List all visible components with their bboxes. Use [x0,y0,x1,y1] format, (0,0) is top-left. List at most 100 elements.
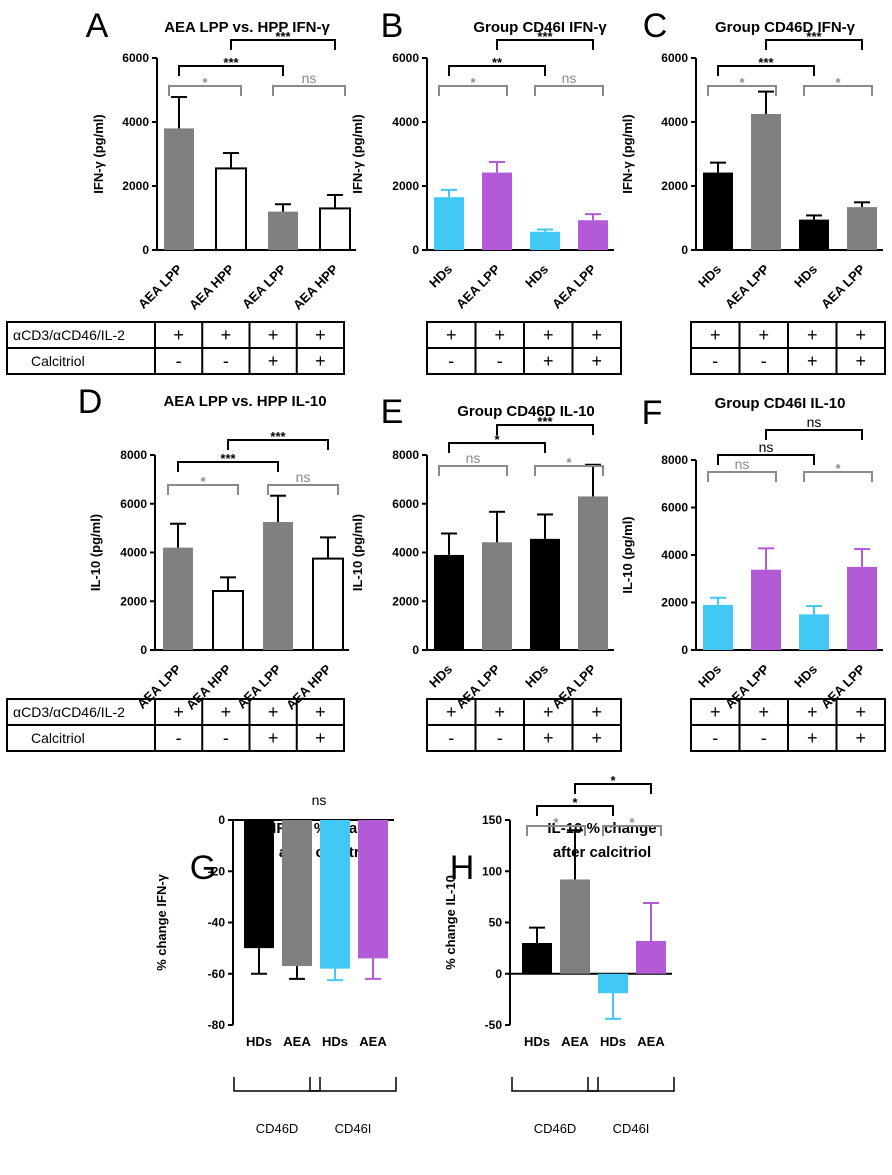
panel-letter-g: G [190,849,216,887]
x-category-label: AEA HPP [290,261,341,312]
significance-bracket [230,39,336,50]
panel-letter-d: D [78,383,103,421]
y-axis-label: IFN-γ (pg/ml) [620,114,635,193]
significance-bracket [717,454,815,465]
bar [847,566,877,650]
x-category-label: HDs [522,262,551,291]
bar [799,219,829,250]
chart-title: Group CD46I IFN-γ [473,19,607,36]
significance-label: * [553,815,559,830]
table-cell: + [855,351,866,371]
significance-label: *** [275,29,291,44]
table-cell: + [221,702,232,722]
table-cell: + [855,728,866,748]
y-tick-label: 6000 [122,51,149,65]
panel-letter-a: A [86,7,109,45]
table-cell: + [758,325,769,345]
bar [319,207,351,251]
significance-bracket [765,39,863,50]
bar [530,231,560,250]
x-category-label: AEA [359,1034,387,1049]
table-cell: + [591,351,602,371]
chart-title: Group CD46D IL-10 [457,403,595,420]
y-tick-label: 6000 [661,501,688,515]
y-axis-label: IL-10 (pg/ml) [350,514,365,591]
group-label: CD46D [534,1121,577,1136]
table-cell: + [855,325,866,345]
table-cell: + [446,325,457,345]
group-bracket [233,1077,321,1092]
significance-label: * [739,75,745,90]
x-category-label: AEA LPP [135,261,185,311]
significance-label: ns [562,70,577,86]
bar [212,590,244,652]
table-cell: + [543,728,554,748]
significance-label: * [566,455,572,470]
significance-bracket [168,85,242,96]
y-tick-label: 2000 [661,179,688,193]
significance-bracket [167,484,239,495]
significance-label: * [629,815,635,830]
x-category-label: HDs [791,262,820,291]
table-row-label: Calcitriol [31,730,85,746]
table-cell: + [591,325,602,345]
table-cell: - [497,351,503,371]
y-tick-label: 4000 [122,115,149,129]
significance-bracket [803,85,873,96]
x-category-label: HDs [695,262,724,291]
y-axis-label: IL-10 (pg/ml) [620,516,635,593]
y-tick-label: 0 [218,813,225,827]
bar [482,542,512,650]
condition-table: + - + - + + + + [690,698,886,752]
panel-f: F Group CD46I IL-10 0 2000 4000 6000 8000 IL-10… [620,394,886,752]
significance-bracket [448,65,546,76]
table-cell: + [543,351,554,371]
significance-label: * [202,75,208,90]
significance-label: * [835,75,841,90]
table-row-label: αCD3/αCD46/IL-2 [13,327,125,343]
table-cell: + [268,728,279,748]
y-tick-label: 0 [142,243,149,257]
y-tick-label: 2000 [120,594,147,608]
table-cell: + [494,325,505,345]
panel-letter-c: C [643,7,668,45]
significance-label: ns [735,456,750,472]
table-cell: + [315,325,326,345]
bar [268,211,298,250]
table-cell: + [268,702,279,722]
group-label: CD46I [335,1121,372,1136]
x-category-label: HDs [522,662,551,691]
group-bracket [309,1077,397,1092]
x-category-label: HDs [322,1034,348,1049]
y-tick-label: 0 [412,643,419,657]
bar [560,879,590,974]
y-tick-label: 0 [495,967,502,981]
y-tick-label: 100 [482,864,502,878]
y-tick-label: 6000 [661,51,688,65]
condition-table: + - + - + + + + [690,321,886,375]
y-axis-label: % change IL-10 [443,875,458,970]
y-axis-label: IL-10 (pg/ml) [88,514,103,591]
significance-bracket [707,471,777,482]
significance-bracket [267,484,339,495]
table-cell: + [543,702,554,722]
x-category-label: HDs [426,262,455,291]
condition-table: αCD3/αCD46/IL-2 Calcitriol + - + - + + + + [6,698,345,752]
table-cell: + [268,351,279,371]
y-tick-label: 2000 [392,179,419,193]
table-cell: + [807,351,818,371]
y-tick-label: 0 [412,243,419,257]
significance-bracket [534,465,604,476]
significance-label: ns [807,414,822,430]
y-tick-label: 8000 [661,453,688,467]
bar [164,128,194,250]
table-cell: - [761,728,767,748]
table-row-label: Calcitriol [31,353,85,369]
table-cell: - [223,728,229,748]
table-cell: + [315,728,326,748]
table-cell: + [710,325,721,345]
condition-table: αCD3/αCD46/IL-2 Calcitriol + - + - + + + + [6,321,345,375]
significance-bracket [496,39,594,50]
